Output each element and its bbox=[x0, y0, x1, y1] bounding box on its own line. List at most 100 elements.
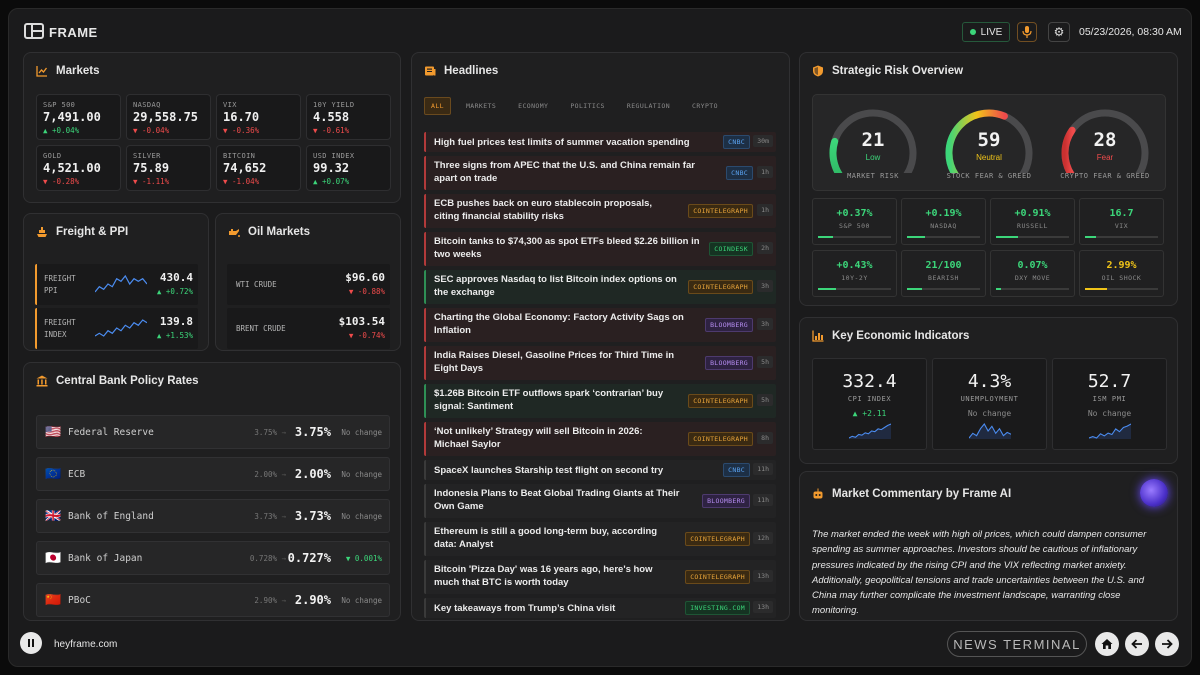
risk-metric-cell[interactable]: 0.07% DXY MOVE bbox=[990, 250, 1075, 297]
econ-indicator-cell[interactable]: 52.7 ISM PMI No change bbox=[1052, 358, 1167, 450]
market-tile[interactable]: VIX 16.70 ▼ -0.36% bbox=[216, 94, 301, 140]
market-tile-label: SILVER bbox=[133, 152, 161, 160]
news-terminal-label: NEWS TERMINAL bbox=[947, 631, 1087, 657]
ai-orb-icon[interactable] bbox=[1140, 479, 1168, 507]
headline-item[interactable]: Charting the Global Economy: Factory Act… bbox=[424, 308, 776, 342]
market-tile[interactable]: SILVER 75.89 ▼ -1.11% bbox=[126, 145, 211, 191]
headline-item[interactable]: Ethereum is still a good long-term buy, … bbox=[424, 522, 776, 556]
headline-item[interactable]: $1.26B Bitcoin ETF outflows spark ‘contr… bbox=[424, 384, 776, 418]
freight-change: ▲ +1.53% bbox=[156, 331, 193, 340]
risk-metric-bar bbox=[907, 236, 980, 238]
filter-tab-economy[interactable]: ECONOMY bbox=[518, 101, 549, 110]
econ-indicator-value: 52.7 bbox=[1087, 371, 1132, 392]
gauge-label: STOCK FEAR & GREED bbox=[946, 172, 1032, 180]
headline-age: 1h bbox=[757, 204, 773, 216]
risk-panel: Strategic Risk Overview 21 Low MARKET RISK… bbox=[799, 52, 1178, 306]
risk-metric-bar bbox=[996, 288, 1069, 290]
risk-metric-cell[interactable]: +0.43% 10Y-2Y bbox=[812, 250, 897, 297]
market-tile-value: 29,558.75 bbox=[133, 110, 199, 124]
filter-tab-crypto[interactable]: CRYPTO bbox=[692, 101, 718, 110]
headline-item[interactable]: Key takeaways from Trump’s China visit 13… bbox=[424, 598, 776, 618]
headline-item[interactable]: ECB pushes back on euro stablecoin propo… bbox=[424, 194, 776, 228]
pause-icon bbox=[28, 639, 34, 647]
headline-item[interactable]: India Raises Diesel, Gasoline Prices for… bbox=[424, 346, 776, 380]
headline-title: Ethereum is still a good long-term buy, … bbox=[434, 526, 658, 550]
filter-tab-all[interactable]: ALL bbox=[424, 96, 451, 115]
headline-item[interactable]: High fuel prices test limits of summer v… bbox=[424, 132, 776, 152]
market-tile-label: NASDAQ bbox=[133, 101, 161, 109]
microphone-button[interactable] bbox=[1017, 22, 1037, 42]
central-bank-row[interactable]: 🇺🇸 Federal Reserve 3.75% → 3.75% No change bbox=[36, 415, 390, 449]
risk-metric-cell[interactable]: +0.19% NASDAQ bbox=[901, 198, 986, 245]
filter-tab-markets[interactable]: MARKETS bbox=[465, 101, 497, 110]
risk-metric-bar-fill bbox=[818, 236, 833, 238]
central-bank-row[interactable]: 🇯🇵 Bank of Japan 0.728% → 0.727% ▼ 0.001% bbox=[36, 541, 390, 575]
market-tile[interactable]: S&P 500 7,491.00 ▲ +0.04% bbox=[36, 94, 121, 140]
headline-age: 3h bbox=[757, 280, 773, 292]
headline-source-badge: COINTELEGRAPH bbox=[688, 394, 753, 408]
freight-row[interactable]: FREIGHT PPI 430.4 ▲ +0.72% bbox=[35, 264, 198, 305]
live-badge[interactable]: LIVE bbox=[962, 22, 1010, 42]
freight-label-line1: FREIGHT bbox=[44, 318, 76, 327]
gauge-value: 21 bbox=[861, 129, 885, 151]
market-tile-value: 7,491.00 bbox=[43, 110, 101, 124]
filter-tab-regulation[interactable]: REGULATION bbox=[626, 101, 671, 110]
risk-metric-bar-fill bbox=[907, 288, 923, 290]
market-tile[interactable]: GOLD 4,521.00 ▼ -0.28% bbox=[36, 145, 121, 191]
headline-item[interactable]: SpaceX launches Starship test flight on … bbox=[424, 460, 776, 480]
headline-item[interactable]: ‘Not unlikely’ Strategy will sell Bitcoi… bbox=[424, 422, 776, 456]
headline-age: 30m bbox=[753, 135, 773, 147]
bank-icon bbox=[36, 375, 48, 387]
gear-icon: ⚙ bbox=[1053, 25, 1065, 39]
market-tile-change: ▼ -0.36% bbox=[223, 126, 260, 135]
risk-metric-bar-fill bbox=[818, 288, 837, 290]
econ-indicator-cell[interactable]: 332.4 CPI INDEX ▲ +2.11 bbox=[812, 358, 927, 450]
freight-sparkline bbox=[94, 274, 148, 294]
market-tile[interactable]: USD INDEX 99.32 ▲ +0.07% bbox=[306, 145, 391, 191]
market-tile-change: ▼ -0.28% bbox=[43, 177, 80, 186]
market-tile-label: USD INDEX bbox=[313, 152, 355, 160]
market-tile[interactable]: NASDAQ 29,558.75 ▼ -0.04% bbox=[126, 94, 211, 140]
risk-metric-cell[interactable]: 16.7 VIX bbox=[1079, 198, 1164, 245]
headline-source-badge: BLOOMBERG bbox=[705, 318, 753, 332]
live-dot-icon bbox=[969, 29, 976, 35]
oil-row[interactable]: WTI CRUDE $96.60 ▼ -0.88% bbox=[227, 264, 390, 305]
gauge-value: 28 bbox=[1093, 129, 1117, 151]
filter-tab-politics[interactable]: POLITICS bbox=[570, 101, 605, 110]
site-link[interactable]: heyframe.com bbox=[54, 639, 118, 650]
settings-button[interactable]: ⚙ bbox=[1048, 22, 1070, 42]
freight-row[interactable]: FREIGHT INDEX 139.8 ▲ +1.53% bbox=[35, 308, 198, 349]
risk-metric-value: +0.19% bbox=[925, 208, 962, 219]
risk-metric-cell[interactable]: 2.99% OIL SHOCK bbox=[1079, 250, 1164, 297]
back-button[interactable] bbox=[1125, 632, 1149, 656]
freight-sparkline bbox=[94, 318, 148, 338]
headline-item[interactable]: Indonesia Plans to Beat Global Trading G… bbox=[424, 484, 776, 518]
gauge-word: Neutral bbox=[976, 153, 1002, 162]
headline-item[interactable]: Three signs from APEC that the U.S. and … bbox=[424, 156, 776, 190]
risk-metric-cell[interactable]: +0.91% RUSSELL bbox=[990, 198, 1075, 245]
market-tile[interactable]: 10Y YIELD 4.558 ▼ -0.61% bbox=[306, 94, 391, 140]
forward-button[interactable] bbox=[1155, 632, 1179, 656]
pause-button[interactable] bbox=[20, 632, 42, 654]
econ-indicator-cell[interactable]: 4.3% UNEMPLOYMENT No change bbox=[932, 358, 1047, 450]
central-bank-row[interactable]: 🇨🇳 PBoC 2.90% → 2.90% No change bbox=[36, 583, 390, 617]
risk-metric-cell[interactable]: 21/100 BEARISH bbox=[901, 250, 986, 297]
headline-item[interactable]: Bitcoin 'Pizza Day' was 16 years ago, he… bbox=[424, 560, 776, 594]
market-tile-value: 99.32 bbox=[313, 161, 350, 175]
risk-metric-value: 0.07% bbox=[1017, 260, 1048, 271]
econ-panel: Key Economic Indicators 332.4 CPI INDEX ▲ … bbox=[799, 317, 1178, 464]
headline-item[interactable]: SEC approves Nasdaq to list Bitcoin inde… bbox=[424, 270, 776, 304]
risk-metric-cell[interactable]: +0.37% S&P 500 bbox=[812, 198, 897, 245]
oil-row[interactable]: BRENT CRUDE $103.54 ▼ -0.74% bbox=[227, 308, 390, 349]
headline-title: SpaceX launches Starship test flight on … bbox=[434, 465, 664, 476]
risk-metric-label: RUSSELL bbox=[1017, 222, 1048, 230]
home-button[interactable] bbox=[1095, 632, 1119, 656]
central-bank-row[interactable]: 🇪🇺 ECB 2.00% → 2.00% No change bbox=[36, 457, 390, 491]
headline-source-badge: BLOOMBERG bbox=[705, 356, 753, 370]
risk-metric-value: 2.99% bbox=[1106, 260, 1137, 271]
central-bank-row[interactable]: 🇬🇧 Bank of England 3.73% → 3.73% No change bbox=[36, 499, 390, 533]
market-tile[interactable]: BITCOIN 74,652 ▼ -1.04% bbox=[216, 145, 301, 191]
headline-item[interactable]: Bitcoin tanks to $74,300 as spot ETFs bl… bbox=[424, 232, 776, 266]
risk-metric-value: +0.37% bbox=[836, 208, 873, 219]
rate-change-status: No change bbox=[341, 596, 382, 605]
